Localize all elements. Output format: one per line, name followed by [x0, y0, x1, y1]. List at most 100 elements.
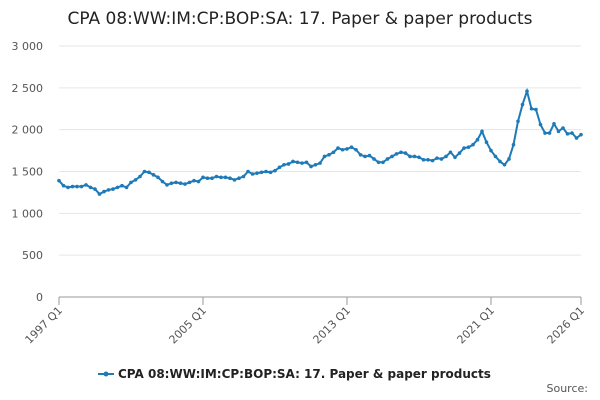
point [354, 147, 358, 152]
point [66, 185, 70, 190]
point [133, 178, 138, 182]
point [273, 168, 277, 173]
point [529, 106, 534, 111]
point [471, 142, 475, 147]
point [264, 169, 268, 174]
point [570, 131, 574, 135]
point [556, 129, 561, 134]
point [246, 169, 250, 174]
legend-label: CPA 08:WW:IM:CP:BOP:SA: 17. Paper & pape… [118, 367, 491, 381]
point [277, 165, 282, 170]
point [75, 184, 79, 189]
point [151, 173, 156, 177]
point [97, 192, 102, 196]
point [381, 160, 385, 165]
point [84, 183, 88, 187]
point [291, 159, 295, 164]
y-tick-label: 3 000 [12, 40, 44, 53]
point [147, 170, 151, 175]
point [223, 175, 228, 180]
point [331, 150, 336, 155]
point [484, 140, 489, 145]
point [358, 152, 363, 157]
legend-marker [103, 371, 109, 377]
point [408, 154, 412, 159]
point [448, 150, 453, 155]
point [79, 184, 84, 189]
point [493, 154, 498, 159]
y-tick-label: 2 500 [12, 82, 44, 95]
point [399, 150, 403, 155]
point [156, 175, 160, 180]
point [124, 185, 129, 190]
point [169, 181, 174, 186]
point [390, 154, 394, 159]
point [579, 132, 583, 137]
point [507, 157, 511, 161]
point [282, 163, 286, 167]
point [232, 178, 237, 182]
point [327, 152, 331, 157]
point [498, 159, 502, 164]
point [313, 163, 318, 167]
source: Source: [547, 382, 589, 395]
point [102, 189, 106, 194]
point [516, 119, 520, 124]
point [502, 163, 507, 167]
point [309, 164, 313, 169]
point [138, 174, 142, 179]
point [192, 178, 196, 183]
point [70, 184, 75, 189]
point [210, 176, 214, 180]
x-tick-label: 1997 Q1 [23, 304, 66, 347]
point [489, 148, 493, 153]
point [318, 161, 322, 165]
point [453, 155, 457, 160]
point [412, 154, 417, 159]
point [174, 180, 178, 185]
point [214, 174, 219, 179]
point [178, 181, 183, 186]
y-tick-label: 0 [36, 291, 43, 304]
point [475, 137, 480, 142]
point [88, 185, 93, 190]
point [120, 183, 124, 188]
point [165, 183, 169, 187]
point [403, 151, 408, 155]
point [286, 162, 291, 166]
point [345, 147, 349, 151]
point [300, 161, 304, 165]
point [322, 154, 327, 159]
point [250, 172, 255, 176]
point [187, 180, 192, 185]
point [520, 102, 525, 107]
x-tick-label: 2026 Q1 [545, 304, 588, 347]
point [457, 151, 462, 155]
point [183, 182, 187, 186]
point [160, 179, 165, 184]
point [435, 156, 439, 160]
point [421, 157, 426, 162]
point [115, 185, 120, 190]
point [336, 146, 340, 150]
point [525, 89, 529, 93]
point [439, 157, 444, 161]
point [561, 126, 565, 130]
point [462, 146, 466, 150]
point [201, 175, 205, 180]
point [367, 153, 372, 158]
point [205, 176, 210, 180]
point [142, 169, 147, 174]
point [574, 136, 579, 140]
y-tick-label: 2 000 [12, 124, 44, 137]
point [480, 129, 484, 134]
point [228, 176, 232, 180]
point [196, 179, 201, 184]
point [219, 175, 223, 180]
point [349, 145, 354, 150]
point [93, 187, 97, 191]
y-tick-label: 1 000 [12, 207, 44, 220]
y-tick-label: 500 [22, 249, 43, 262]
point [241, 174, 246, 179]
